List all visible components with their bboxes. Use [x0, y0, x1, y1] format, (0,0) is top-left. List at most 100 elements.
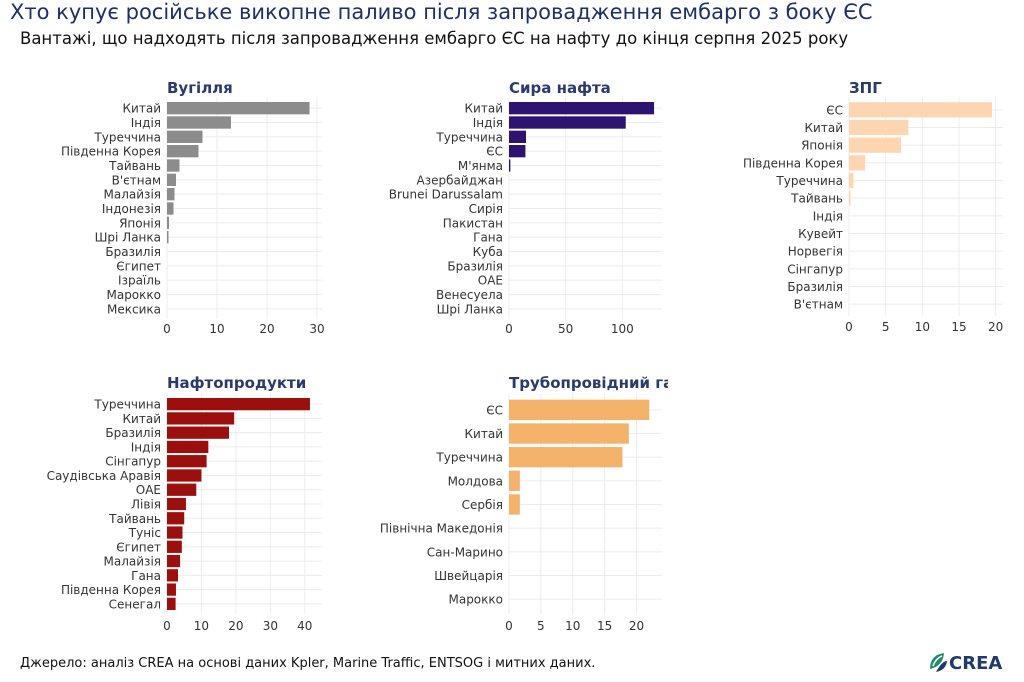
bar-малайзія: [167, 188, 175, 201]
category-label: Сінгапур: [787, 262, 843, 276]
crea-leaf-logo-icon: CREA: [930, 653, 1002, 674]
category-label: Ізраїль: [118, 274, 161, 288]
bar-тайвань: [849, 190, 851, 206]
bar-туніс: [167, 526, 183, 539]
bar-туреччина: [509, 130, 526, 143]
category-label: ОАЕ: [136, 483, 161, 497]
x-tick-label: 20: [988, 320, 1003, 334]
x-tick-label: 0: [163, 322, 171, 336]
x-tick-label: 30: [263, 619, 278, 633]
category-label: Сан-Марино: [427, 545, 503, 559]
category-label: Південна Корея: [743, 156, 843, 170]
bar-єс: [849, 102, 992, 118]
bar-оае: [167, 483, 197, 496]
x-tick-label: 10: [565, 619, 580, 633]
category-label: Малайзія: [104, 188, 161, 202]
category-label: Китай: [805, 121, 843, 135]
category-label: ОАЕ: [478, 274, 503, 288]
category-label: Сербія: [462, 498, 503, 512]
category-label: Китай: [123, 412, 161, 426]
category-label: Пакистан: [443, 216, 503, 230]
x-tick-label: 15: [951, 320, 966, 334]
category-label: Норвегія: [788, 245, 843, 259]
bar-південна-корея: [849, 155, 866, 171]
crea-logo: CREA: [927, 648, 1017, 680]
x-tick-label: 10: [915, 320, 930, 334]
category-label: Сенегал: [109, 597, 161, 611]
x-tick-label: 40: [297, 619, 312, 633]
source-note: Джерело: аналіз CREA на основі даних Kpl…: [20, 656, 596, 671]
category-label: Швейцарія: [434, 569, 503, 583]
category-label: Малайзія: [104, 555, 161, 569]
category-label: Тайвань: [790, 192, 843, 206]
category-label: Тайвань: [108, 512, 161, 526]
category-label: Туреччина: [93, 130, 161, 144]
category-label: Венесуела: [436, 288, 503, 302]
x-tick-label: 100: [611, 322, 634, 336]
x-tick-label: 30: [309, 322, 324, 336]
category-label: Бразилія: [447, 259, 503, 273]
bar-туреччина: [167, 130, 203, 143]
category-label: Північна Македонія: [380, 522, 503, 536]
bar-південна-корея: [167, 145, 199, 158]
panel-3: ЗПГ ЄС Китай Японія Південна Корея Туреччина Т…: [743, 79, 1003, 334]
category-label: Єгипет: [116, 259, 161, 273]
bar-японія: [167, 216, 169, 229]
x-tick-label: 0: [505, 322, 513, 336]
bar-південна-корея: [167, 583, 176, 596]
panel-title: Сира нафта: [509, 79, 611, 97]
x-tick-label: 20: [629, 619, 644, 633]
category-label: Марокко: [106, 288, 161, 302]
category-label: Лівія: [131, 498, 161, 512]
category-label: Шрі Ланка: [95, 231, 161, 245]
x-tick-label: 0: [163, 619, 171, 633]
bar-бразилія: [167, 426, 229, 439]
category-label: Єгипет: [116, 540, 161, 554]
bar-тайвань: [167, 159, 180, 172]
bar-туреччина: [849, 172, 854, 189]
bar-єс: [509, 145, 526, 158]
category-label: Сінгапур: [105, 455, 161, 469]
category-label: Бразилія: [787, 280, 843, 294]
bar-китай: [509, 423, 629, 444]
bar-сенегал: [167, 597, 176, 611]
panel-title: Трубопровідний газ: [509, 374, 682, 392]
category-label: В'єтнам: [112, 173, 161, 187]
category-label: Японія: [119, 216, 161, 230]
category-label: В'єтнам: [794, 298, 843, 312]
panel-5: Трубопровідний газ ЄС Китай Туреччина Молдов…: [380, 374, 682, 633]
category-label: Індія: [813, 209, 843, 223]
category-label: Шрі Ланка: [437, 302, 503, 316]
x-tick-label: 15: [597, 619, 612, 633]
panel-title: ЗПГ: [849, 79, 882, 97]
panel-title: Нафтопродукти: [167, 374, 306, 392]
bar-єс: [509, 399, 650, 421]
panel-2: Сира нафта КитайІндіяТуреччинаЄСМ'янмаАзе…: [389, 79, 662, 336]
x-tick-label: 0: [845, 320, 853, 334]
category-label: Китай: [465, 427, 503, 441]
bar-китай: [167, 412, 235, 425]
category-label: Куба: [473, 245, 503, 259]
category-label: Японія: [801, 139, 843, 153]
category-label: Туніс: [128, 526, 161, 540]
bar-лівія: [167, 497, 186, 511]
category-label: Бразилія: [105, 426, 161, 440]
category-label: ЄС: [486, 403, 503, 417]
category-label: Марокко: [448, 593, 503, 607]
category-label: Кувейт: [798, 227, 843, 241]
bar-молдова: [509, 470, 520, 492]
bar-китай: [509, 102, 655, 115]
category-label: Сирія: [469, 202, 503, 216]
x-tick-label: 10: [194, 619, 209, 633]
x-tick-label: 20: [228, 619, 243, 633]
category-label: Мексика: [107, 302, 161, 316]
bar-туреччина: [167, 397, 310, 411]
bar-шрі-ланка: [167, 231, 169, 244]
bar-малайзія: [167, 554, 181, 568]
bar-японія: [849, 137, 902, 153]
category-label: Гана: [131, 569, 161, 583]
category-label: Бразилія: [105, 245, 161, 259]
category-label: ЄС: [486, 145, 503, 159]
